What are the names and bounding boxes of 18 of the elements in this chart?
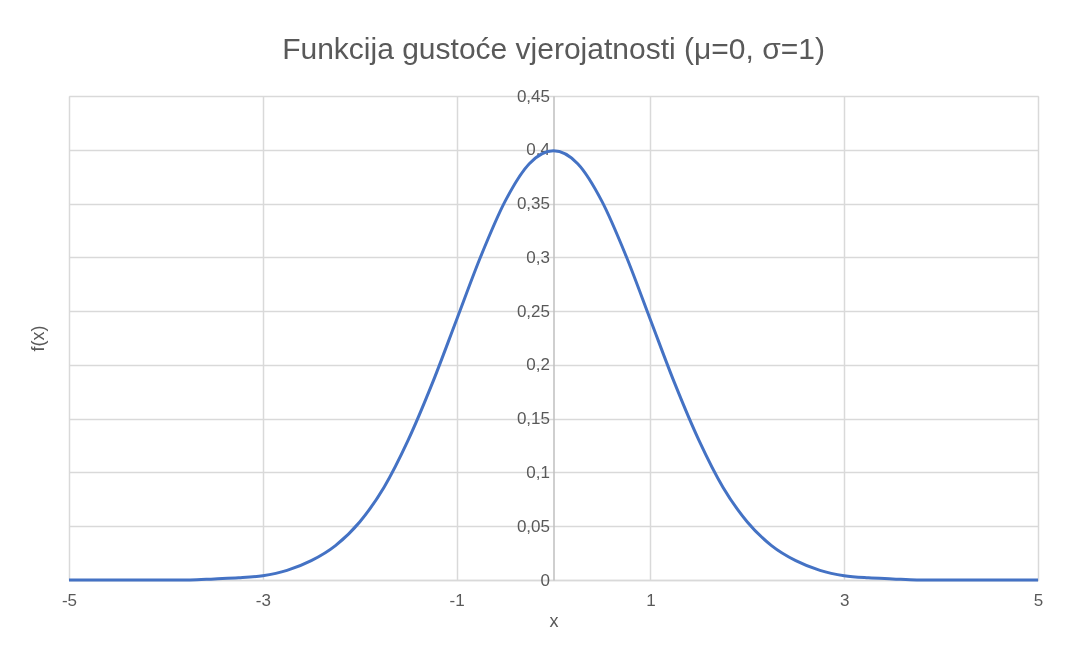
x-tick-label: 5 bbox=[1033, 590, 1044, 610]
y-tick-label: 0 bbox=[540, 570, 550, 590]
x-tick-label: 1 bbox=[646, 590, 656, 610]
y-tick-label: 0,45 bbox=[516, 86, 550, 106]
y-tick-label: 0,05 bbox=[516, 516, 550, 536]
y-tick-label: 0,25 bbox=[516, 301, 550, 321]
x-tick-label: -1 bbox=[449, 590, 465, 610]
x-tick-label: -5 bbox=[61, 590, 78, 610]
y-axis-title: f(x) bbox=[27, 325, 48, 352]
y-tick-label: 0,3 bbox=[526, 247, 550, 267]
y-tick-label: 0,35 bbox=[516, 194, 550, 214]
chart-title: Funkcija gustoće vjerojatnosti (μ=0, σ=1) bbox=[282, 32, 825, 65]
x-axis-title: x bbox=[549, 610, 559, 631]
y-tick-label: 0,15 bbox=[516, 409, 550, 429]
y-tick-label: 0,2 bbox=[526, 355, 550, 375]
x-tick-label: 3 bbox=[839, 590, 850, 610]
y-tick-label: 0,1 bbox=[526, 462, 550, 482]
x-tick-label: -3 bbox=[255, 590, 271, 610]
